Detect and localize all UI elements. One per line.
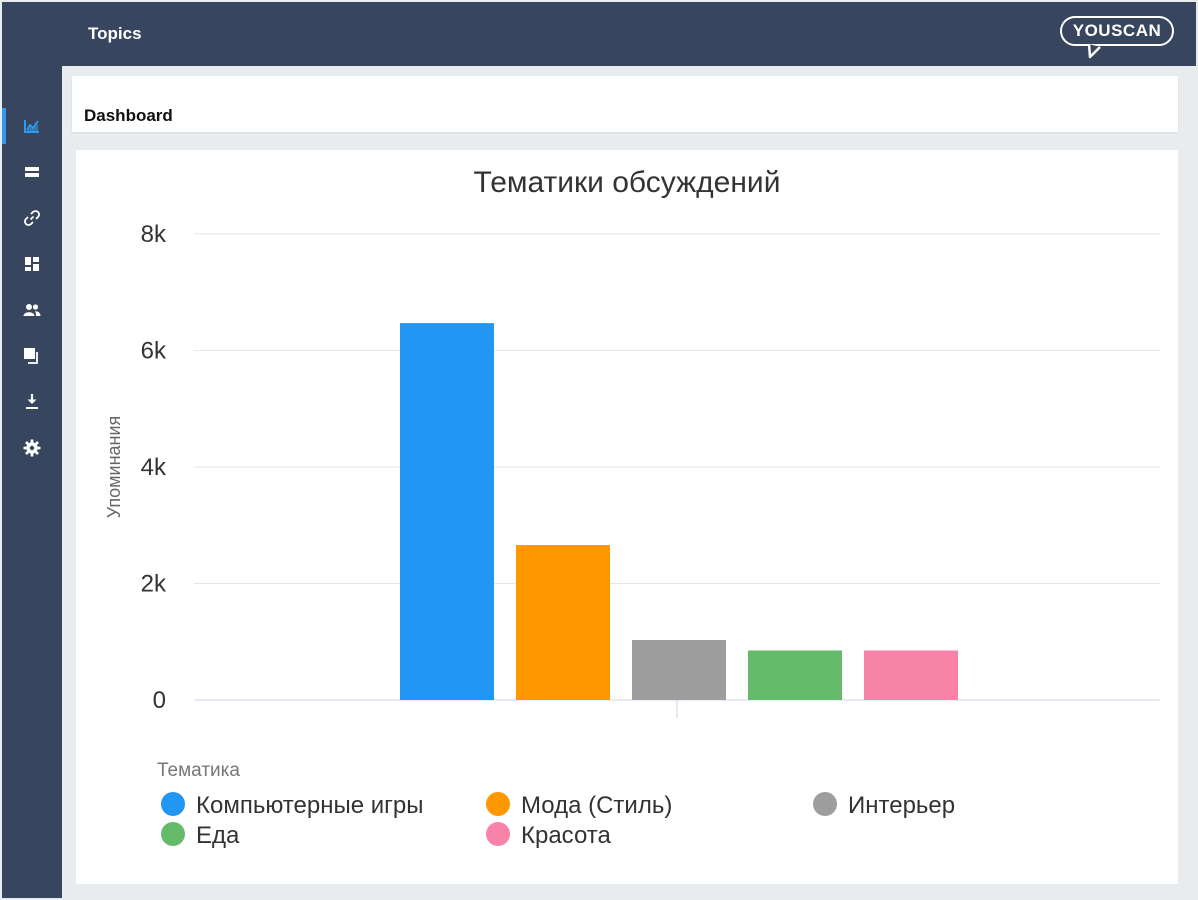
logo-speech-tail	[1088, 43, 1101, 59]
sidebar-item-authors[interactable]	[2, 288, 62, 332]
y-tick-label: 8k	[141, 221, 167, 248]
bar	[400, 323, 494, 700]
legend-label: Интерьер	[848, 792, 955, 819]
sidebar-item-links[interactable]	[2, 196, 62, 240]
sidebar-top	[2, 2, 62, 66]
legend-label: Красота	[521, 822, 611, 849]
sidebar-item-analytics[interactable]	[2, 104, 62, 148]
sidebar-item-mentions[interactable]	[2, 150, 62, 194]
logo-text: YOUSCAN	[1060, 16, 1174, 46]
link-icon	[24, 210, 40, 226]
bar	[632, 640, 726, 700]
youscan-logo[interactable]: YOUSCAN	[1060, 14, 1178, 60]
dashboard-icon	[25, 257, 39, 271]
sidebar	[2, 2, 62, 898]
page-title: Topics	[88, 24, 142, 43]
top-bar: Topics YOUSCAN	[62, 2, 1196, 66]
legend-marker	[161, 822, 185, 846]
legend-label: Еда	[196, 822, 240, 849]
legend-marker	[486, 822, 510, 846]
sidebar-item-copy[interactable]	[2, 334, 62, 378]
legend-marker	[486, 792, 510, 816]
y-axis-label: Упоминания	[104, 416, 124, 519]
authors-icon	[23, 304, 41, 316]
legend-label: Мода (Стиль)	[521, 792, 672, 819]
bar	[516, 545, 610, 700]
settings-icon	[23, 439, 41, 457]
main-content: Dashboard Тематики обсуждений 0 2k 4k 6k 8k У…	[62, 66, 1196, 898]
copy-icon	[24, 348, 38, 364]
y-tick-label: 6k	[141, 338, 167, 365]
bar	[864, 650, 958, 700]
legend-title: Тематика	[157, 760, 240, 781]
legend-marker	[161, 792, 185, 816]
bar-chart: 0 2k 4k 6k 8k Упоминания Тематика Компьютерные …	[104, 221, 1160, 849]
download-icon	[26, 394, 38, 409]
legend-marker	[813, 792, 837, 816]
legend-label: Компьютерные игры	[196, 792, 424, 819]
bar	[748, 650, 842, 700]
dashboard-header: Dashboard	[72, 76, 1178, 132]
mentions-icon	[25, 167, 39, 177]
analytics-icon	[24, 120, 39, 133]
y-tick-label: 2k	[141, 571, 167, 598]
dashboard-title: Dashboard	[84, 106, 173, 125]
sidebar-item-download[interactable]	[2, 380, 62, 424]
sidebar-item-settings[interactable]	[2, 426, 62, 470]
chart-card: Тематики обсуждений 0 2k 4k 6k 8k Упоминания Т…	[76, 150, 1178, 884]
sidebar-item-dashboard[interactable]	[2, 242, 62, 286]
y-tick-label: 0	[153, 687, 166, 714]
chart-title: Тематики обсуждений	[473, 166, 781, 199]
y-tick-label: 4k	[141, 454, 167, 481]
